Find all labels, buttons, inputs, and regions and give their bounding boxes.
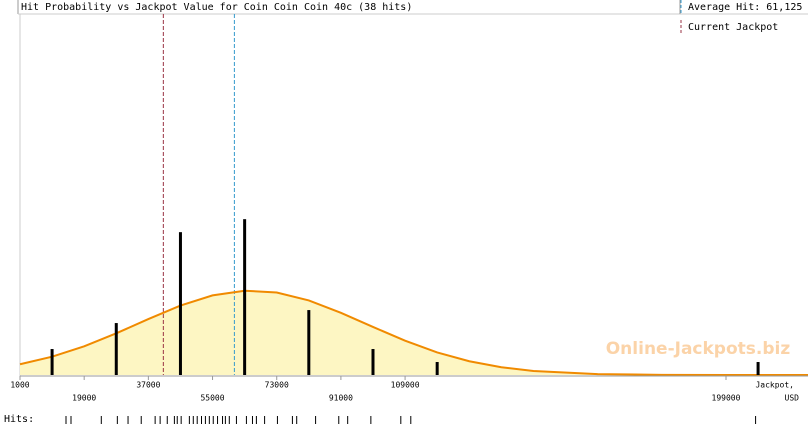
x-axis-label: USD [785,394,800,403]
x-tick-label: 109000 [391,381,420,390]
bar [756,362,760,375]
x-tick-label: 91000 [329,394,353,403]
legend-current: Current Jackpot [688,22,778,33]
hits-label: Hits: [4,414,34,425]
x-tick-label: 1000 [10,381,29,390]
chart-title: Hit Probability vs Jackpot Value for Coi… [21,2,412,13]
legend-average: Average Hit: 61,125 [688,2,802,13]
x-tick-label: 55000 [200,394,224,403]
bar [114,323,118,375]
x-tick-label: 37000 [136,381,160,390]
curve-line [19,289,808,376]
x-tick-label: 199000 [712,394,741,403]
bar [50,349,54,375]
watermark: Online-Jackpots.biz [606,339,791,359]
bar [178,232,182,375]
x-axis-label: Jackpot, [755,381,794,390]
x-tick-label: 73000 [265,381,289,390]
x-tick-label: 19000 [72,394,96,403]
bar [243,219,247,375]
bar [435,362,439,375]
curve-area [20,290,808,375]
bar [307,310,311,375]
bar [371,349,375,375]
